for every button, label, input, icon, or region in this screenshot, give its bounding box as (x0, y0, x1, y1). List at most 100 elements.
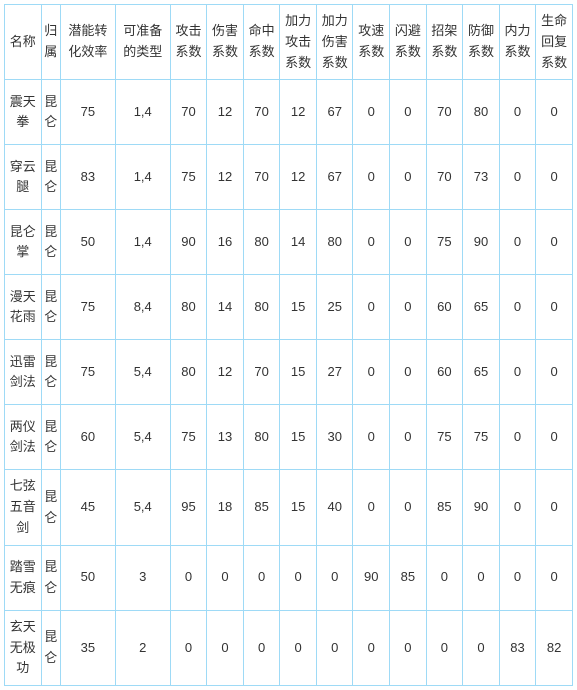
cell-eff: 75 (60, 80, 115, 145)
cell-attr: 昆仑 (41, 545, 60, 610)
skill-table: 名称归属潜能转化效率可准备的类型攻击系数伤害系数命中系数加力攻击系数加力伤害系数… (4, 4, 573, 686)
cell-spd: 0 (353, 275, 390, 340)
cell-dmg: 0 (207, 610, 244, 685)
cell-atk: 80 (170, 340, 207, 405)
cell-hit: 80 (243, 275, 280, 340)
cell-atk: 70 (170, 80, 207, 145)
cell-attr: 昆仑 (41, 610, 60, 685)
cell-hp: 0 (536, 470, 573, 545)
cell-attr: 昆仑 (41, 80, 60, 145)
cell-patk: 12 (280, 145, 317, 210)
cell-mp: 0 (499, 210, 536, 275)
cell-pdmg: 25 (316, 275, 353, 340)
cell-atk: 90 (170, 210, 207, 275)
cell-atk: 80 (170, 275, 207, 340)
cell-dodge: 85 (390, 545, 427, 610)
cell-hp: 0 (536, 275, 573, 340)
col-header-3: 可准备的类型 (115, 5, 170, 80)
cell-mp: 83 (499, 610, 536, 685)
cell-parry: 85 (426, 470, 463, 545)
col-header-10: 闪避系数 (390, 5, 427, 80)
col-header-2: 潜能转化效率 (60, 5, 115, 80)
cell-hp: 0 (536, 545, 573, 610)
cell-pdmg: 30 (316, 405, 353, 470)
cell-def: 90 (463, 470, 500, 545)
cell-attr: 昆仑 (41, 470, 60, 545)
col-header-13: 内力系数 (499, 5, 536, 80)
cell-parry: 60 (426, 275, 463, 340)
table-header: 名称归属潜能转化效率可准备的类型攻击系数伤害系数命中系数加力攻击系数加力伤害系数… (5, 5, 573, 80)
cell-dodge: 0 (390, 470, 427, 545)
cell-dodge: 0 (390, 610, 427, 685)
cell-spd: 0 (353, 145, 390, 210)
cell-name: 玄天无极功 (5, 610, 42, 685)
cell-hit: 70 (243, 80, 280, 145)
cell-def: 65 (463, 275, 500, 340)
cell-dodge: 0 (390, 210, 427, 275)
cell-eff: 50 (60, 545, 115, 610)
cell-dodge: 0 (390, 405, 427, 470)
table-row: 七弦五音剑昆仑455,4951885154000859000 (5, 470, 573, 545)
cell-attr: 昆仑 (41, 405, 60, 470)
cell-atk: 75 (170, 405, 207, 470)
cell-type: 1,4 (115, 80, 170, 145)
cell-hit: 70 (243, 145, 280, 210)
cell-hit: 85 (243, 470, 280, 545)
cell-attr: 昆仑 (41, 210, 60, 275)
cell-eff: 35 (60, 610, 115, 685)
table-row: 两仪剑法昆仑605,4751380153000757500 (5, 405, 573, 470)
cell-pdmg: 67 (316, 145, 353, 210)
cell-spd: 0 (353, 470, 390, 545)
cell-atk: 95 (170, 470, 207, 545)
cell-atk: 0 (170, 545, 207, 610)
cell-hp: 0 (536, 405, 573, 470)
cell-patk: 15 (280, 340, 317, 405)
cell-patk: 0 (280, 545, 317, 610)
cell-parry: 75 (426, 210, 463, 275)
cell-pdmg: 0 (316, 545, 353, 610)
cell-hit: 80 (243, 210, 280, 275)
cell-type: 8,4 (115, 275, 170, 340)
cell-spd: 0 (353, 80, 390, 145)
cell-parry: 75 (426, 405, 463, 470)
col-header-11: 招架系数 (426, 5, 463, 80)
table-row: 昆仑掌昆仑501,4901680148000759000 (5, 210, 573, 275)
cell-def: 0 (463, 610, 500, 685)
cell-name: 踏雪无痕 (5, 545, 42, 610)
cell-spd: 0 (353, 210, 390, 275)
cell-atk: 0 (170, 610, 207, 685)
cell-type: 3 (115, 545, 170, 610)
cell-patk: 12 (280, 80, 317, 145)
cell-type: 5,4 (115, 340, 170, 405)
table-row: 玄天无极功昆仑3520000000008382 (5, 610, 573, 685)
cell-type: 1,4 (115, 210, 170, 275)
cell-type: 5,4 (115, 405, 170, 470)
cell-hp: 82 (536, 610, 573, 685)
cell-hit: 70 (243, 340, 280, 405)
cell-pdmg: 27 (316, 340, 353, 405)
cell-attr: 昆仑 (41, 340, 60, 405)
table-row: 穿云腿昆仑831,4751270126700707300 (5, 145, 573, 210)
cell-dmg: 13 (207, 405, 244, 470)
cell-eff: 83 (60, 145, 115, 210)
cell-parry: 70 (426, 80, 463, 145)
cell-def: 75 (463, 405, 500, 470)
cell-spd: 0 (353, 405, 390, 470)
cell-patk: 15 (280, 405, 317, 470)
cell-hp: 0 (536, 145, 573, 210)
col-header-5: 伤害系数 (207, 5, 244, 80)
cell-patk: 14 (280, 210, 317, 275)
cell-hit: 0 (243, 545, 280, 610)
cell-attr: 昆仑 (41, 275, 60, 340)
cell-spd: 90 (353, 545, 390, 610)
cell-hit: 80 (243, 405, 280, 470)
table-row: 迅雷剑法昆仑755,4801270152700606500 (5, 340, 573, 405)
table-row: 漫天花雨昆仑758,4801480152500606500 (5, 275, 573, 340)
cell-atk: 75 (170, 145, 207, 210)
col-header-14: 生命回复系数 (536, 5, 573, 80)
cell-pdmg: 80 (316, 210, 353, 275)
cell-def: 65 (463, 340, 500, 405)
cell-name: 七弦五音剑 (5, 470, 42, 545)
cell-attr: 昆仑 (41, 145, 60, 210)
cell-eff: 75 (60, 275, 115, 340)
